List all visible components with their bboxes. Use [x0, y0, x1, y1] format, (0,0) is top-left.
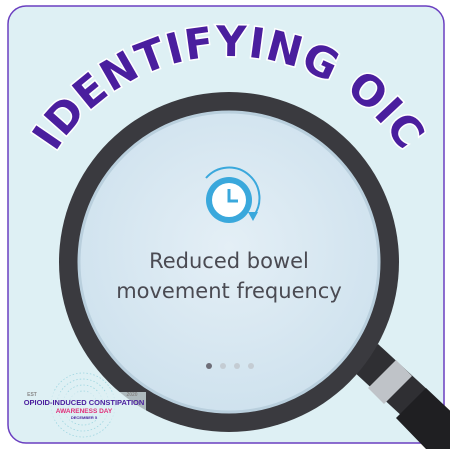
- logo-date: DECEMBER 5: [71, 415, 98, 420]
- logo-subtitle: AWARENESS DAY: [56, 408, 113, 415]
- caption-line: Reduced bowel: [149, 249, 309, 273]
- logo-name: OPIOID-INDUCED CONSTIPATION: [24, 398, 145, 407]
- graphic: IDENTIFYING OIC Reduced bowel movement f…: [0, 0, 450, 449]
- caption-line: movement frequency: [116, 279, 342, 303]
- page: {"header": {"title": "IDENTIFYING OIC"},…: [0, 0, 450, 449]
